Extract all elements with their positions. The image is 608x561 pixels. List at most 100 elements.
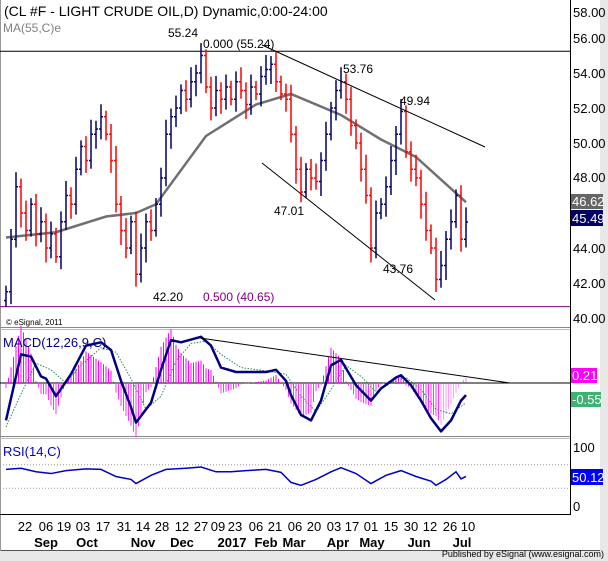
- price-tick-label: 56.00: [573, 31, 606, 46]
- ohlc-bar: [304, 163, 308, 199]
- may-low-annotation: 43.76: [383, 262, 413, 276]
- ohlc-bar: [454, 189, 458, 228]
- date-tick-label: 27: [194, 519, 208, 534]
- month-label: 2017: [218, 535, 247, 550]
- panel-separator-2[interactable]: [0, 436, 570, 439]
- date-tick-label: 20: [307, 519, 321, 534]
- svg-text:45.49: 45.49: [572, 211, 605, 226]
- ma-last-flag: 46.62: [571, 194, 605, 209]
- price-tick-label: 42.00: [573, 276, 606, 291]
- price-tick-label: 50.00: [573, 136, 606, 151]
- ohlc-bar: [419, 169, 423, 219]
- date-tick-label: 06: [39, 519, 53, 534]
- ohlc-bar: [379, 198, 383, 220]
- right-scroll-edge[interactable]: [600, 0, 608, 551]
- ohlc-bar: [294, 126, 298, 184]
- copyright: © eSignal, 2011: [6, 318, 63, 327]
- ohlc-bar: [444, 231, 448, 281]
- ohlc-bar: [269, 56, 273, 85]
- date-tick-label: 22: [18, 519, 32, 534]
- ohlc-bar: [24, 200, 28, 241]
- date-tick-label: 17: [345, 519, 359, 534]
- date-tick-label: 09: [211, 519, 225, 534]
- rsi-tick-label: 100: [573, 440, 595, 455]
- price-tick-label: 48.00: [573, 170, 606, 185]
- upper-trendline[interactable]: [261, 44, 486, 148]
- lower-channel-line[interactable]: [261, 162, 436, 301]
- ohlc-bar: [49, 221, 53, 259]
- ohlc-bar: [459, 185, 463, 252]
- ohlc-bar: [189, 67, 193, 108]
- ohlc-bar: [404, 105, 408, 158]
- month-label: Dec: [170, 535, 194, 550]
- ohlc-bar: [104, 110, 108, 141]
- ohlc-bar: [329, 101, 333, 141]
- ohlc-bar: [229, 80, 233, 106]
- ohlc-bar: [59, 211, 63, 270]
- ohlc-bar: [344, 73, 348, 114]
- ohlc-bar: [204, 49, 208, 94]
- ohlc-bar: [14, 172, 18, 248]
- ohlc-bar: [124, 218, 128, 259]
- month-label: Apr: [327, 535, 349, 550]
- date-tick-label: 31: [117, 519, 131, 534]
- ohlc-bar: [219, 82, 223, 114]
- ohlc-bar: [334, 80, 338, 121]
- ohlc-bar: [194, 64, 198, 97]
- ohlc-bar: [319, 152, 323, 197]
- fib-50-label: 0.500 (40.65): [203, 290, 274, 304]
- ohlc-bar: [179, 84, 183, 115]
- ohlc-bar: [199, 43, 203, 84]
- ohlc-bar: [239, 67, 243, 99]
- date-tick-label: 21: [268, 519, 282, 534]
- month-label: Mar: [282, 535, 305, 550]
- ohlc-bar: [409, 141, 413, 182]
- ohlc-bar: [279, 75, 283, 101]
- high-annotation: 55.24: [168, 26, 198, 40]
- ohlc-bar: [184, 80, 188, 112]
- price-tick-label: 58.00: [573, 5, 606, 20]
- ohlc-bar: [369, 187, 373, 263]
- ohlc-bar: [309, 158, 313, 191]
- macd-title: MACD(12,26,9,C): [3, 335, 106, 350]
- ohlc-bar: [314, 163, 318, 190]
- rsi-tick-label: 0: [573, 499, 580, 514]
- macd-trendline[interactable]: [199, 337, 511, 384]
- price-tick-label: 44.00: [573, 241, 606, 256]
- ohlc-bar: [64, 180, 68, 230]
- date-tick-label: 12: [175, 519, 189, 534]
- may-high-annotation: 49.94: [400, 94, 430, 108]
- month-label: Jun: [407, 535, 430, 550]
- ohlc-bar: [249, 74, 253, 115]
- date-tick-label: 19: [57, 519, 71, 534]
- ohlc-bar: [164, 119, 168, 187]
- price-tick-label: 40.00: [573, 311, 606, 326]
- ohlc-bar: [364, 154, 368, 204]
- date-tick-label: 01: [364, 519, 378, 534]
- date-tick-label: 17: [96, 519, 110, 534]
- chart-title: (CL #F - LIGHT CRUDE OIL,D) Dynamic,0:00…: [4, 3, 328, 19]
- mar-low-annotation: 47.01: [274, 204, 304, 218]
- apr-high-annotation: 53.76: [343, 62, 373, 76]
- ohlc-bar: [169, 108, 173, 149]
- month-label: Feb: [254, 535, 277, 550]
- ohlc-bar: [354, 119, 358, 150]
- ohlc-bar: [429, 224, 433, 255]
- ohlc-bar: [414, 154, 418, 187]
- ohlc-bar: [34, 193, 38, 247]
- date-tick-label: 10: [461, 519, 475, 534]
- ohlc-bar: [434, 237, 438, 292]
- ohlc-bar: [149, 209, 153, 241]
- ohlc-bar: [324, 121, 328, 171]
- published-by: Published by eSignal (www.esignal.com): [442, 549, 604, 559]
- ohlc-bar: [284, 83, 288, 112]
- footer-bar: [0, 551, 608, 561]
- price-panel: [0, 43, 570, 308]
- ohlc-bar: [134, 211, 138, 287]
- ohlc-bar: [89, 119, 93, 169]
- ohlc-bar: [79, 140, 83, 176]
- panel-separator-1[interactable]: [0, 327, 570, 330]
